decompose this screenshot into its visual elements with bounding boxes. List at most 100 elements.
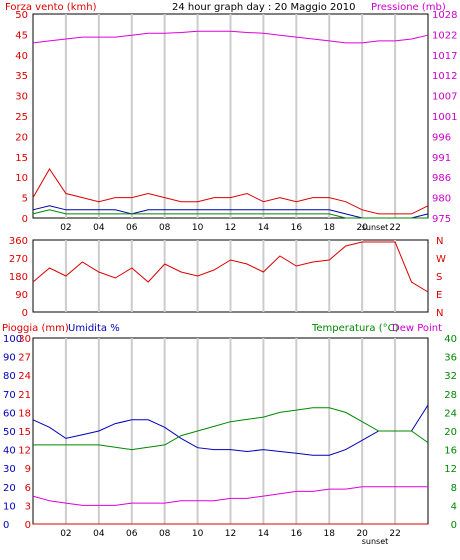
x-tick-label: 08: [159, 223, 171, 233]
rain-y-tick-label: 27: [18, 353, 31, 364]
x-tick-label: 12: [225, 529, 236, 539]
x-tick-label: 04: [93, 529, 105, 539]
wind-y-tick-label: 50: [15, 10, 28, 21]
temperature-y-tick-label: 36: [444, 353, 457, 364]
humidity-y-tick-label: 20: [3, 483, 16, 494]
x-tick-label: 22: [389, 529, 400, 539]
x-tick-label: 16: [291, 529, 303, 539]
wind-direction-series: [32, 241, 429, 293]
climate-x-ticks: 02 04 06 08 10 12 14 16 18 20 22: [60, 529, 401, 539]
sunset-label-bottom: sunset: [362, 537, 389, 546]
rain-y-tick-label: 24: [18, 371, 31, 382]
rain-y-tick-label: 12: [18, 446, 31, 457]
compass-label: W: [436, 254, 446, 265]
wind-x-ticks: 02 04 06 08 10 12 14 16 18 20 22: [60, 223, 401, 233]
climate-series: [32, 404, 429, 525]
rain-y-tick-label: 3: [25, 501, 31, 512]
humidity-y-tick-label: 10: [3, 501, 16, 512]
temperature-y-tick-label: 4: [451, 501, 457, 512]
rain-y-tick-label: 9: [25, 464, 31, 475]
pressure-y-tick-label: 1007: [432, 92, 457, 103]
temperature-y-tick-label: 0: [451, 520, 457, 531]
x-tick-label: 18: [324, 529, 336, 539]
series-line: [32, 209, 428, 219]
temperature-y-ticks: 0 4 8 12 16 20 24 28 32 36 40: [444, 334, 457, 531]
compass-label: N: [436, 308, 443, 319]
x-tick-label: 20: [356, 223, 368, 233]
wind-y-tick-label: 5: [22, 194, 28, 205]
dewpoint-axis-title: Dew Point: [392, 323, 442, 334]
x-tick-label: 08: [159, 529, 171, 539]
pressure-y-tick-label: 991: [432, 153, 451, 164]
x-tick-label: 20: [356, 529, 368, 539]
temperature-axis-title: Temperatura (°C): [311, 323, 399, 334]
temperature-y-tick-label: 20: [444, 427, 457, 438]
pressure-y-tick-label: 975: [432, 214, 451, 225]
humidity-y-ticks: 0 10 20 30 40 50 60 70 80 90 100: [3, 334, 22, 531]
humidity-y-tick-label: 40: [3, 446, 16, 457]
rain-axis-title: Pioggia (mm): [2, 323, 69, 334]
humidity-y-tick-label: 30: [3, 464, 16, 475]
rain-y-tick-label: 21: [18, 390, 31, 401]
compass-label: N: [436, 236, 443, 247]
direction-y-tick-label: 180: [9, 272, 28, 283]
direction-y-tick-label: 270: [9, 254, 28, 265]
pressure-y-tick-label: 1022: [432, 30, 457, 41]
wind-axis-title: Forza vento (kmh): [5, 2, 97, 13]
rain-y-tick-label: 0: [25, 520, 31, 531]
rain-y-tick-label: 18: [18, 408, 31, 419]
wind-y-tick-label: 25: [15, 112, 28, 123]
x-tick-label: 06: [126, 223, 138, 233]
rain-y-tick-label: 15: [18, 427, 31, 438]
wind-y-ticks: 0 5 10 15 20 25 30 35 40 45 50: [15, 10, 28, 225]
pressure-y-tick-label: 996: [432, 132, 451, 143]
series-line: [32, 404, 429, 456]
direction-y-ticks: 0 90 180 270 360: [9, 236, 28, 319]
x-tick-label: 18: [324, 223, 336, 233]
humidity-y-tick-label: 0: [3, 520, 9, 531]
humidity-axis-title: Umidita %: [68, 323, 120, 334]
wind-direction-grid: [64, 240, 397, 312]
wind-y-tick-label: 35: [15, 71, 28, 82]
temperature-y-tick-label: 12: [444, 464, 457, 475]
temperature-y-tick-label: 40: [444, 334, 457, 345]
pressure-y-ticks: 975 980 986 991 996 1001 1007 1012 1017 1022 1028: [432, 10, 457, 225]
x-tick-label: 10: [192, 223, 204, 233]
x-tick-label: 06: [126, 529, 138, 539]
humidity-y-tick-label: 80: [3, 371, 16, 382]
pressure-y-tick-label: 1001: [432, 112, 457, 123]
pressure-y-tick-label: 1028: [432, 10, 457, 21]
direction-y-tick-label: 0: [22, 308, 28, 319]
x-tick-label: 10: [192, 529, 204, 539]
pressure-y-tick-label: 1012: [432, 71, 457, 82]
rain-y-ticks: 0 3 6 9 12 15 18 21 24 27 30: [18, 334, 31, 531]
pressure-y-tick-label: 980: [432, 194, 451, 205]
series-line: [32, 486, 428, 506]
temperature-y-tick-label: 16: [444, 446, 457, 457]
x-tick-label: 22: [389, 223, 400, 233]
humidity-y-tick-label: 90: [3, 353, 16, 364]
wind-y-tick-label: 20: [15, 132, 28, 143]
temperature-y-tick-label: 8: [451, 483, 457, 494]
series-line: [33, 407, 429, 451]
humidity-y-tick-label: 100: [3, 334, 22, 345]
x-tick-label: 16: [291, 223, 303, 233]
humidity-y-tick-label: 50: [3, 427, 16, 438]
series-line: [32, 168, 429, 215]
compass-label: S: [436, 272, 442, 283]
rain-y-tick-label: 30: [18, 334, 31, 345]
direction-y-tick-label: 90: [15, 290, 28, 301]
humidity-y-tick-label: 60: [3, 408, 16, 419]
climate-grid: [64, 338, 397, 524]
x-tick-label: 14: [258, 529, 270, 539]
pressure-y-tick-label: 1017: [432, 51, 457, 62]
x-tick-label: 02: [60, 223, 71, 233]
x-tick-label: 14: [258, 223, 270, 233]
x-tick-label: 12: [225, 223, 236, 233]
x-tick-label: 02: [60, 529, 71, 539]
chart-title: 24 hour graph day : 20 Maggio 2010: [172, 2, 355, 13]
temperature-y-tick-label: 24: [444, 408, 457, 419]
